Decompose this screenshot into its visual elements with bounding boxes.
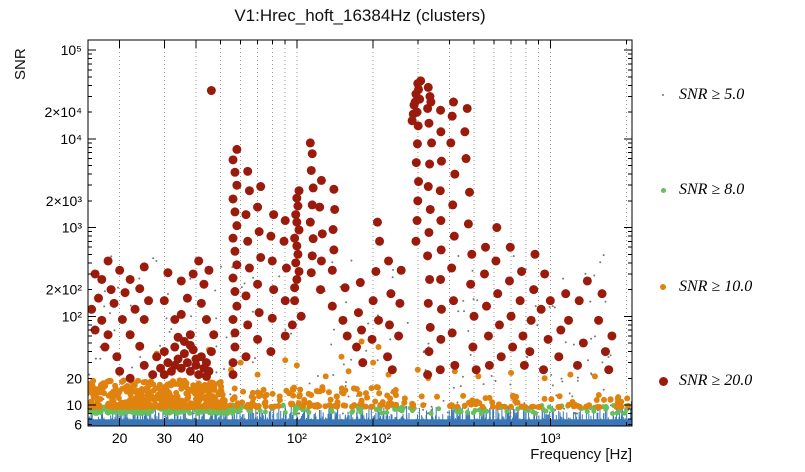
y-axis-title: SNR bbox=[12, 48, 29, 80]
legend-item-snr-8: SNR ≥ 8.0 bbox=[656, 179, 744, 201]
x-tick-label: 2×10² bbox=[355, 430, 392, 446]
snr10-dot-icon bbox=[660, 284, 666, 290]
legend-item-snr-5: SNR ≥ 5.0 bbox=[656, 84, 744, 106]
legend-marker-box bbox=[656, 187, 670, 193]
legend-label: SNR ≥ 20.0 bbox=[679, 372, 753, 389]
y-tick-label: 10 bbox=[66, 397, 82, 413]
legend-marker-box bbox=[656, 376, 670, 386]
y-tick-label: 2×10² bbox=[46, 282, 83, 298]
y-tick-label: 10⁵ bbox=[61, 42, 82, 58]
baseline-band bbox=[88, 401, 632, 426]
legend-label: SNR ≥ 5.0 bbox=[679, 86, 745, 103]
series-snr10 bbox=[88, 332, 632, 410]
legend-label: SNR ≥ 8.0 bbox=[679, 181, 745, 198]
legend-item-snr-20: SNR ≥ 20.0 bbox=[656, 370, 752, 392]
y-tick-label: 2×10⁴ bbox=[44, 104, 82, 120]
y-tick-label: 10⁴ bbox=[60, 131, 82, 147]
legend-marker-box bbox=[656, 94, 670, 96]
y-tick-label: 10² bbox=[62, 308, 83, 324]
legend: SNR ≥ 5.0 SNR ≥ 8.0 SNR ≥ 10.0 SNR ≥ 20.… bbox=[656, 0, 805, 472]
y-tick-label: 20 bbox=[66, 370, 82, 386]
axis-tick-labels: 20 30 40 10² 2×10² 10³ 6 10 20 10² 2×10² 10³ 2×10³ 10… bbox=[44, 42, 560, 446]
legend-marker-box bbox=[656, 284, 670, 290]
x-axis-title: Frequency [Hz] bbox=[530, 446, 632, 463]
plot-frame bbox=[87, 39, 633, 427]
x-tick-label: 30 bbox=[157, 430, 173, 446]
chart-title: V1:Hrec_hoft_16384Hz (clusters) bbox=[234, 6, 486, 25]
axis-ticks bbox=[88, 40, 632, 426]
y-tick-label: 6 bbox=[74, 417, 82, 433]
y-tick-label: 2×10³ bbox=[46, 193, 83, 209]
snr20-dot-icon bbox=[658, 376, 668, 386]
x-tick-label: 10² bbox=[287, 430, 308, 446]
legend-item-snr-10: SNR ≥ 10.0 bbox=[656, 276, 752, 298]
legend-label: SNR ≥ 10.0 bbox=[679, 278, 753, 295]
y-tick-label: 10³ bbox=[62, 220, 83, 236]
x-tick-label: 40 bbox=[188, 430, 204, 446]
snr8-dot-icon bbox=[660, 187, 666, 193]
snr5-dot-icon bbox=[662, 94, 664, 96]
x-tick-label: 10³ bbox=[540, 430, 561, 446]
data-layer bbox=[88, 76, 632, 426]
series-snr20 bbox=[88, 76, 617, 383]
x-tick-label: 20 bbox=[112, 430, 128, 446]
